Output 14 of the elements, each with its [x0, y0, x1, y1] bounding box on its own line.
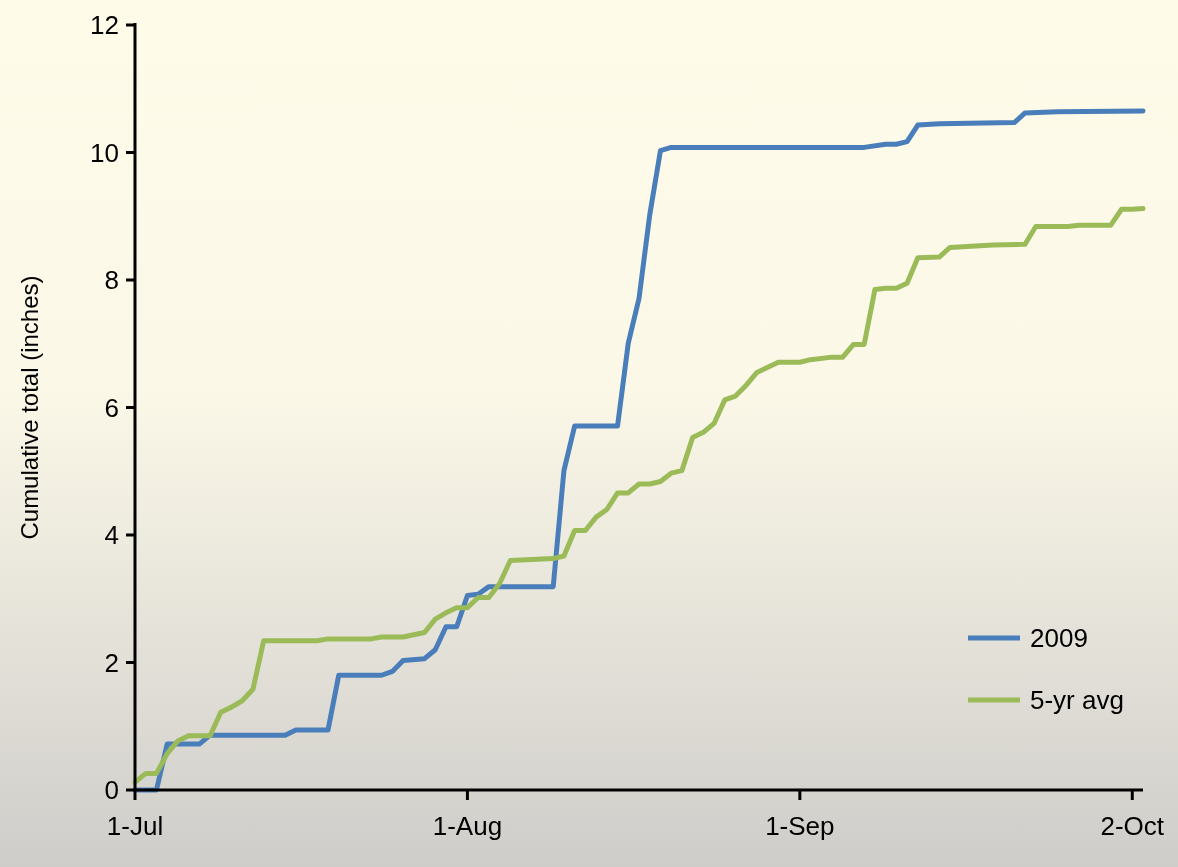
y-tick-label: 12 [90, 10, 119, 41]
y-axis-title: Cumulative total (inches) [16, 275, 43, 540]
x-tick-label: 1-Aug [432, 811, 503, 841]
x-tick-label: 1-Sep [765, 811, 835, 841]
x-tick-label: 1-Jul [106, 811, 164, 841]
legend-label: 2009 [1030, 623, 1088, 654]
x-tick-label: 2-Oct [1100, 811, 1165, 841]
y-tick-label: 2 [104, 647, 119, 678]
legend-label: 5-yr avg [1030, 685, 1124, 716]
y-tick-label: 0 [104, 775, 119, 806]
y-tick-label: 6 [104, 392, 119, 423]
y-tick-label: 10 [90, 137, 119, 168]
y-tick-label: 4 [104, 520, 119, 551]
y-tick-label: 8 [104, 265, 119, 296]
